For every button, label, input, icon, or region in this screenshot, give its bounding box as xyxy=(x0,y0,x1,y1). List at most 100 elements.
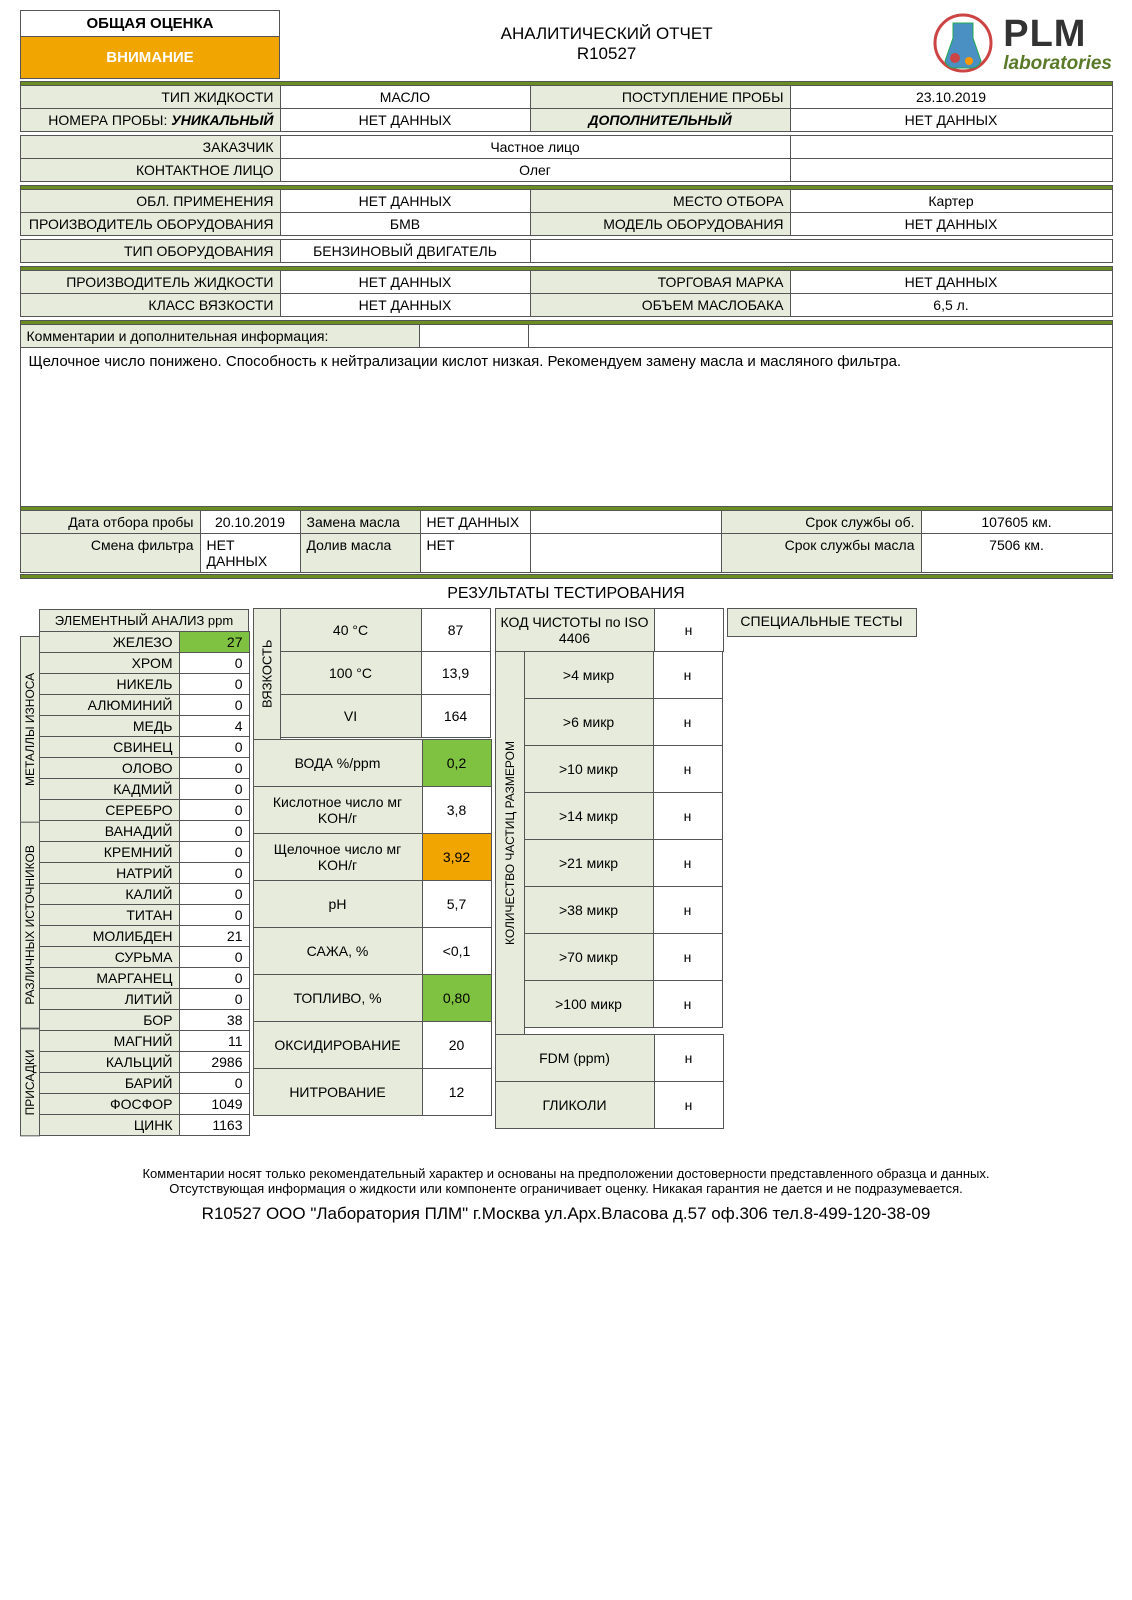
elem-value: 4 xyxy=(179,715,250,737)
special-tests-header: СПЕЦИАЛЬНЫЕ ТЕСТЫ xyxy=(727,608,917,637)
attention-badge: ВНИМАНИЕ xyxy=(20,37,280,79)
application: НЕТ ДАННЫХ xyxy=(280,189,531,213)
test-label: pH xyxy=(253,880,423,928)
elem-name: НИКЕЛЬ xyxy=(39,673,180,695)
test-value: 12 xyxy=(422,1068,492,1116)
elem-name: МАРГАНЕЦ xyxy=(39,967,180,989)
test-label: ТОПЛИВО, % xyxy=(253,974,423,1022)
elem-name: ОЛОВО xyxy=(39,757,180,779)
particle-size: >10 микр xyxy=(524,745,654,793)
brand: НЕТ ДАННЫХ xyxy=(790,270,1113,294)
elem-value: 0 xyxy=(179,820,250,842)
elem-name: ЛИТИЙ xyxy=(39,988,180,1010)
elem-value: 0 xyxy=(179,883,250,905)
particle-value: н xyxy=(653,839,723,887)
service-life: 107605 км. xyxy=(921,510,1113,534)
equip-maker: БМВ xyxy=(280,212,531,236)
elem-name: КАДМИЙ xyxy=(39,778,180,800)
particle-size: >21 микр xyxy=(524,839,654,887)
extra-test-value: н xyxy=(654,1081,724,1129)
overall-assessment-label: ОБЩАЯ ОЦЕНКА xyxy=(20,10,280,37)
footer-contact: R10527 ООО "Лаборатория ПЛМ" г.Москва ул… xyxy=(20,1204,1112,1224)
topup: НЕТ xyxy=(420,533,531,573)
extra-test-value: н xyxy=(654,1034,724,1082)
test-label: ВОДА %/ppm xyxy=(253,739,423,787)
particle-size: >6 микр xyxy=(524,698,654,746)
sample-date: 20.10.2019 xyxy=(200,510,301,534)
equip-model: НЕТ ДАННЫХ xyxy=(790,212,1113,236)
tank-vol: 6,5 л. xyxy=(790,293,1113,317)
extra-test-label: FDM (ppm) xyxy=(495,1034,655,1082)
elem-name: АЛЮМИНИЙ xyxy=(39,694,180,716)
info-section: ТИП ЖИДКОСТИ МАСЛО ПОСТУПЛЕНИЕ ПРОБЫ 23.… xyxy=(20,81,1112,580)
test-value: 5,7 xyxy=(422,880,492,928)
sample-num: НЕТ ДАННЫХ xyxy=(280,108,531,132)
elem-value: 11 xyxy=(179,1030,250,1052)
visc-class-label: КЛАСС ВЯЗКОСТИ xyxy=(20,293,281,317)
test-label: САЖА, % xyxy=(253,927,423,975)
elem-value: 0 xyxy=(179,904,250,926)
logo-plm-text: PLM xyxy=(1003,15,1112,53)
contact-label: КОНТАКТНОЕ ЛИЦО xyxy=(20,158,281,182)
sample-date-label: Дата отбора пробы xyxy=(20,510,201,534)
particle-value: н xyxy=(653,933,723,981)
test-value: 3,92 xyxy=(422,833,492,881)
equip-type: БЕНЗИНОВЫЙ ДВИГАТЕЛЬ xyxy=(280,239,531,263)
elem-name: НАТРИЙ xyxy=(39,862,180,884)
elem-value: 0 xyxy=(179,841,250,863)
elem-value: 0 xyxy=(179,1072,250,1094)
test-value: <0,1 xyxy=(422,927,492,975)
fluid-maker: НЕТ ДАННЫХ xyxy=(280,270,531,294)
flask-icon xyxy=(933,13,993,76)
particle-value: н xyxy=(653,745,723,793)
comments-body: Щелочное число понижено. Способность к н… xyxy=(20,347,1113,507)
equip-type-label: ТИП ОБОРУДОВАНИЯ xyxy=(20,239,281,263)
customer: Частное лицо xyxy=(280,135,791,159)
particle-size: >14 микр xyxy=(524,792,654,840)
sample-loc-label: МЕСТО ОТБОРА xyxy=(530,189,791,213)
oil-life: 7506 км. xyxy=(921,533,1113,573)
report-header: ОБЩАЯ ОЦЕНКА ВНИМАНИЕ АНАЛИТИЧЕСКИЙ ОТЧЕ… xyxy=(20,10,1112,79)
particle-size: >38 микр xyxy=(524,886,654,934)
visc-temp: VI xyxy=(280,694,422,738)
customer-label: ЗАКАЗЧИК xyxy=(20,135,281,159)
particle-value: н xyxy=(653,698,723,746)
sample-num-label: НОМЕРА ПРОБЫ: УНИКАЛЬНЫЙ xyxy=(20,108,281,132)
filter-change: НЕТ ДАННЫХ xyxy=(200,533,301,573)
elem-value: 27 xyxy=(179,631,250,653)
visc-temp: 100 °C xyxy=(280,651,422,695)
fluid-type: МАСЛО xyxy=(280,85,531,109)
test-label: ОКСИДИРОВАНИЕ xyxy=(253,1021,423,1069)
iso-value: н xyxy=(654,608,724,652)
elem-value: 0 xyxy=(179,694,250,716)
elem-name: ХРОМ xyxy=(39,652,180,674)
results-area: МЕТАЛЛЫ ИЗНОСА РАЗЛИЧНЫХ ИСТОЧНИКОВ ПРИС… xyxy=(20,609,1112,1136)
elem-name: МОЛИБДЕН xyxy=(39,925,180,947)
report-title: АНАЛИТИЧЕСКИЙ ОТЧЕТ xyxy=(280,24,933,44)
equip-maker-label: ПРОИЗВОДИТЕЛЬ ОБОРУДОВАНИЯ xyxy=(20,212,281,236)
test-value: 0,2 xyxy=(422,739,492,787)
visc-temp: 40 °C xyxy=(280,608,422,652)
application-label: ОБЛ. ПРИМЕНЕНИЯ xyxy=(20,189,281,213)
oil-change: НЕТ ДАННЫХ xyxy=(420,510,531,534)
contact: Олег xyxy=(280,158,791,182)
elem-name: КРЕМНИЙ xyxy=(39,841,180,863)
sample-recv: 23.10.2019 xyxy=(790,85,1113,109)
elem-value: 0 xyxy=(179,673,250,695)
elem-name: МАГНИЙ xyxy=(39,1030,180,1052)
elem-name: СВИНЕЦ xyxy=(39,736,180,758)
particle-size: >70 микр xyxy=(524,933,654,981)
results-header: РЕЗУЛЬТАТЫ ТЕСТИРОВАНИЯ xyxy=(20,579,1112,609)
sample-loc: Картер xyxy=(790,189,1113,213)
test-value: 3,8 xyxy=(422,786,492,834)
elem-value: 2986 xyxy=(179,1051,250,1073)
additives-label: ПРИСАДКИ xyxy=(20,1028,40,1136)
particle-size: >4 микр xyxy=(524,651,654,699)
sample-recv-label: ПОСТУПЛЕНИЕ ПРОБЫ xyxy=(530,85,791,109)
particle-value: н xyxy=(653,886,723,934)
oil-life-label: Срок службы масла xyxy=(721,533,922,573)
element-analysis: МЕТАЛЛЫ ИЗНОСА РАЗЛИЧНЫХ ИСТОЧНИКОВ ПРИС… xyxy=(20,609,249,1136)
particle-size: >100 микр xyxy=(524,980,654,1028)
elem-value: 0 xyxy=(179,757,250,779)
fluid-type-label: ТИП ЖИДКОСТИ xyxy=(20,85,281,109)
